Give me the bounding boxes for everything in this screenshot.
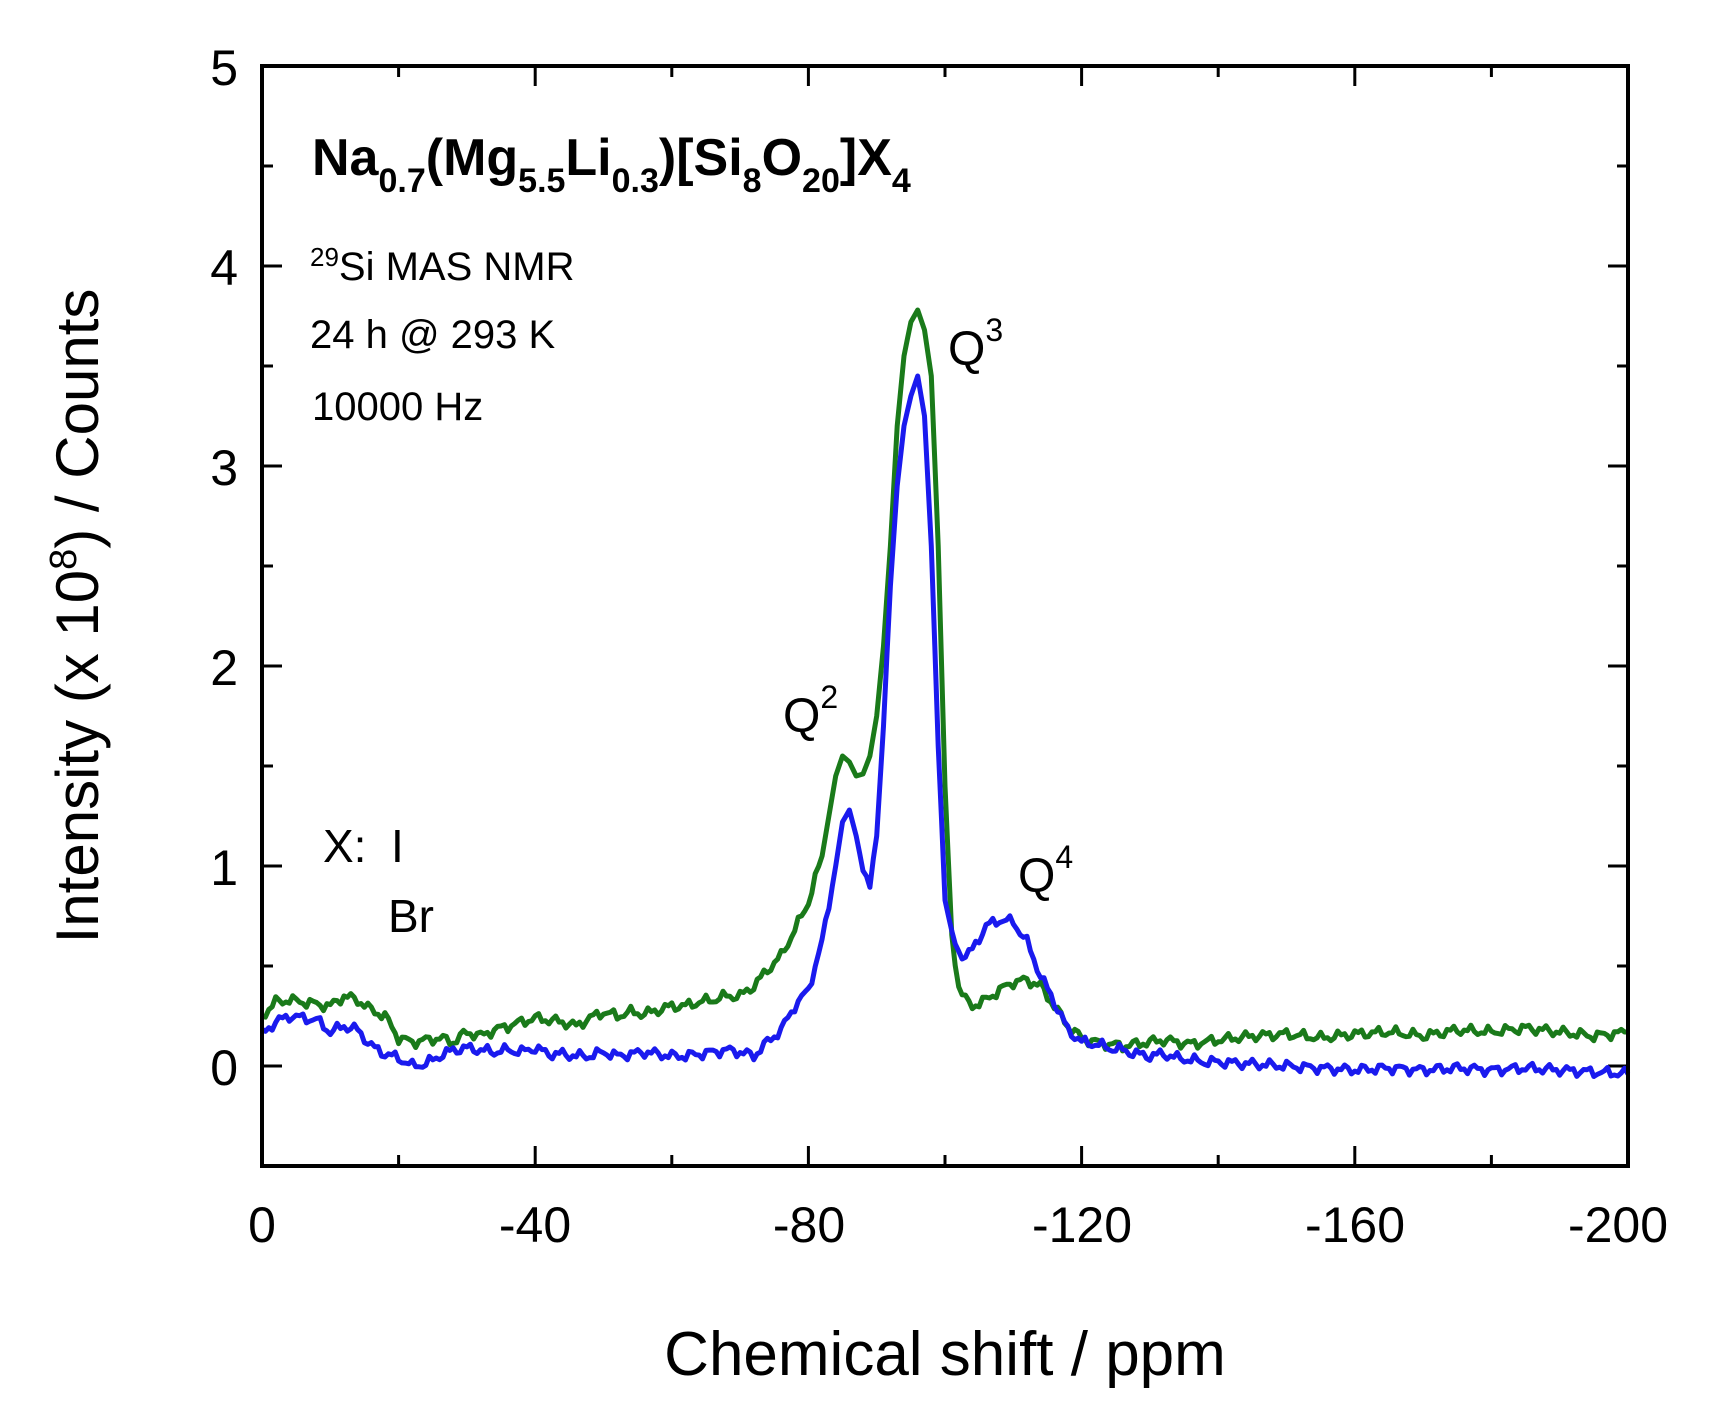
annotation-nmr-method: 29Si MAS NMR (310, 242, 575, 289)
formula-li: Li (565, 129, 611, 187)
ytick-label-2: 2 (210, 640, 238, 696)
ytick-label-3: 3 (210, 440, 238, 496)
y-axis-label-exponent: 8 (43, 549, 85, 570)
peak-q3-letter: Q (948, 323, 985, 376)
annotation-rate: 10000 Hz (312, 385, 483, 429)
legend-entry-br: Br (388, 890, 434, 942)
formula-sub-li: 0.3 (612, 162, 659, 200)
series-line-i (261, 307, 1628, 1054)
xtick-label-5: -200 (1568, 1197, 1668, 1253)
xtick-label-4: -160 (1305, 1197, 1405, 1253)
data-curves (260, 307, 1631, 1079)
formula-sub-mg: 5.5 (518, 162, 565, 200)
formula-sub-na: 0.7 (378, 162, 425, 200)
xtick-label-2: -80 (773, 1197, 845, 1253)
peak-label-q4: Q4 (1018, 839, 1073, 903)
chart-title-formula: Na0.7(Mg5.5Li0.3)[Si8O20]X4 (312, 129, 911, 200)
peak-label-q2: Q2 (783, 679, 838, 743)
ytick-label-0: 0 (210, 1040, 238, 1096)
annotation-duration: 24 h @ 293 K (310, 313, 556, 357)
formula-sub-x: 4 (892, 162, 911, 200)
formula-sub-o: 20 (802, 162, 840, 200)
legend-prefix: X: (323, 820, 366, 872)
annotation-isotope: 29 (310, 242, 339, 272)
y-axis-label-main: Intensity (x 10 (44, 570, 111, 944)
formula-mg: (Mg (426, 129, 518, 187)
y-axis-label: Intensity (x 108) / Counts (43, 289, 111, 944)
formula-sub-si: 8 (743, 162, 762, 200)
xtick-label-1: -40 (499, 1197, 571, 1253)
peak-q4-sup: 4 (1055, 839, 1073, 875)
xtick-label-3: -120 (1032, 1197, 1132, 1253)
formula-x: ]X (840, 129, 892, 187)
formula-na: Na (312, 129, 380, 187)
formula-o: O (762, 129, 802, 187)
legend-entry-i: I (391, 820, 404, 872)
annotation-nmr-label: Si MAS NMR (339, 245, 575, 289)
peak-label-q3: Q3 (948, 312, 1003, 376)
x-axis-label: Chemical shift / ppm (664, 1320, 1226, 1389)
peak-q2-sup: 2 (820, 679, 838, 715)
y-axis-label-unit: ) / Counts (44, 289, 111, 549)
ytick-label-4: 4 (210, 240, 238, 296)
ytick-label-5: 5 (210, 40, 238, 96)
peak-q3-sup: 3 (985, 312, 1003, 348)
peak-q2-letter: Q (783, 690, 820, 743)
ytick-label-1: 1 (210, 840, 238, 896)
formula-si: )[Si (659, 129, 743, 187)
series-line-br (260, 373, 1631, 1079)
axis-ticks (260, 64, 1630, 1168)
plot-frame (260, 64, 1630, 1168)
xtick-label-0: 0 (248, 1197, 276, 1253)
peak-q4-letter: Q (1018, 850, 1055, 903)
